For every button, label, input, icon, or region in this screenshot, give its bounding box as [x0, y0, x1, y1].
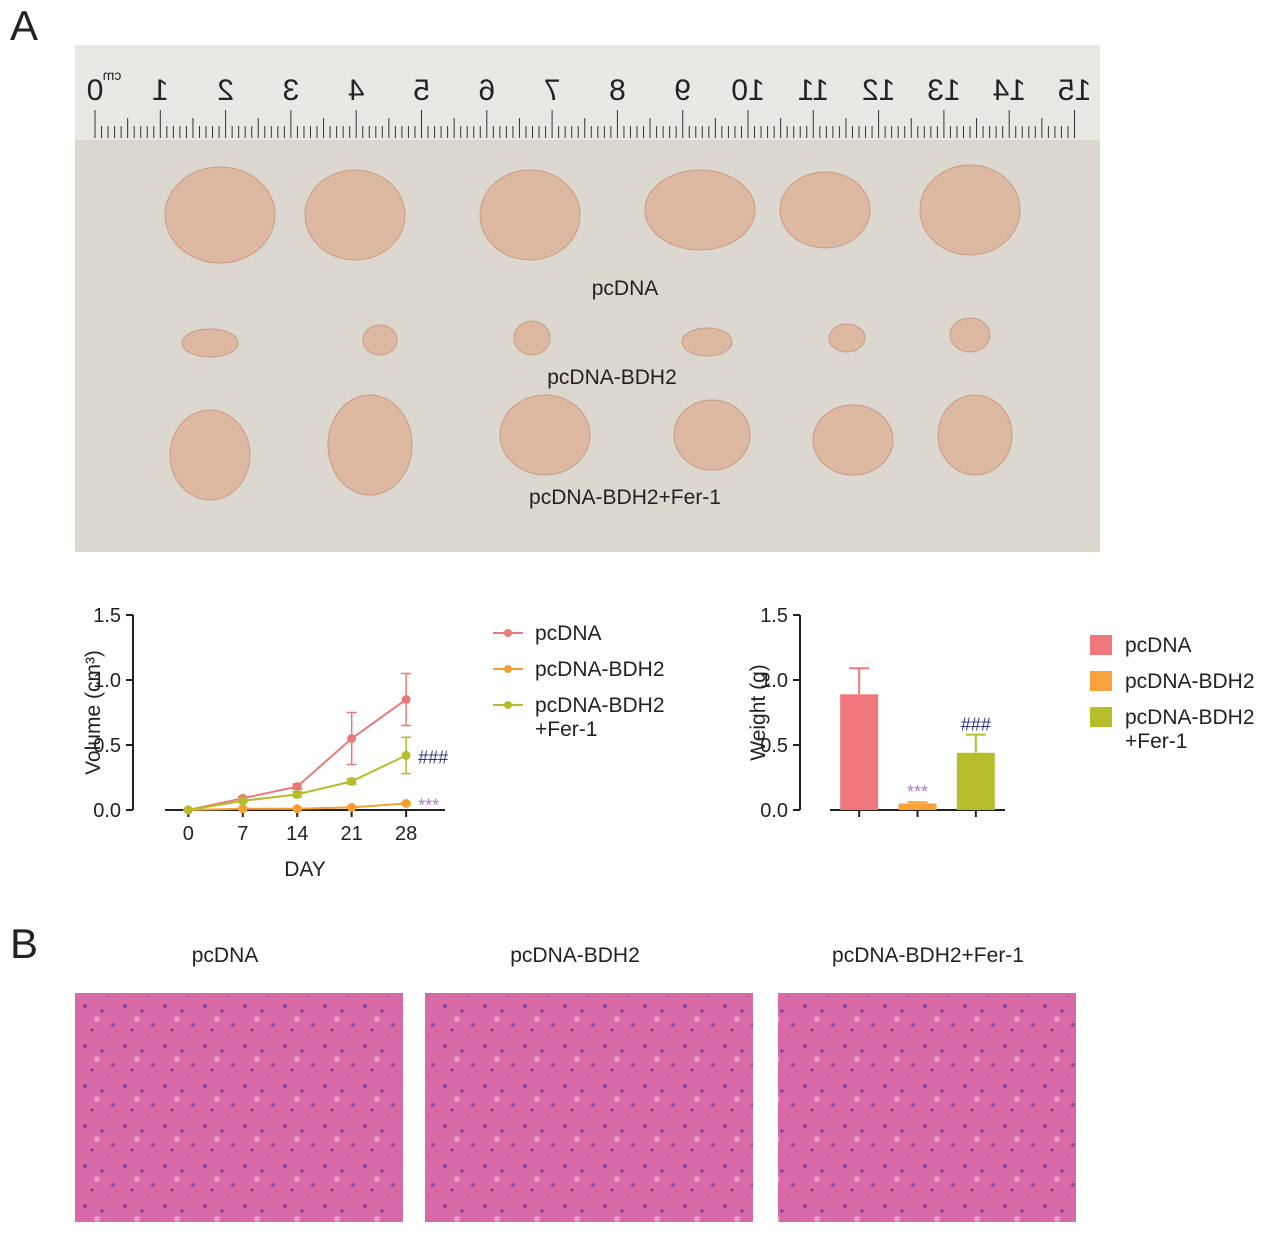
- legend-swatch: [1090, 635, 1112, 655]
- y-tick-label: 1.0: [93, 670, 121, 692]
- x-tick-label: 7: [237, 823, 248, 845]
- legend-label: pcDNA: [1125, 634, 1192, 657]
- error-bar: [965, 733, 986, 753]
- legend-marker: [504, 701, 512, 709]
- x-tick-label: 28: [395, 823, 417, 845]
- legend-label: pcDNA-BDH2 +Fer-1: [1125, 706, 1255, 753]
- data-point: [238, 796, 248, 806]
- y-tick-label: 0.5: [93, 735, 121, 757]
- data-point: [347, 776, 357, 786]
- legend-swatch: [1090, 707, 1112, 727]
- ruler-label: 10: [731, 74, 764, 107]
- photo-label: pcDNA-BDH2+Fer-1: [529, 486, 721, 509]
- photo-label: pcDNA-BDH2: [547, 366, 677, 389]
- legend-label: pcDNA: [535, 622, 602, 645]
- bar: [898, 803, 937, 810]
- histology-image: [425, 993, 753, 1222]
- ruler: [75, 45, 1100, 140]
- data-point: [401, 750, 411, 760]
- y-axis-title: Weight (g): [747, 664, 770, 760]
- photo-label: pcDNA: [592, 277, 659, 300]
- ruler-label: 2: [217, 74, 234, 107]
- data-point: [347, 802, 357, 812]
- ruler-label: 12: [862, 74, 895, 107]
- x-axis-title: DAY: [284, 858, 326, 881]
- data-point: [292, 782, 302, 792]
- ruler-label: 13: [927, 74, 960, 107]
- y-tick-label: 0.0: [93, 800, 121, 822]
- data-point: [292, 804, 302, 814]
- ruler-label: 3: [283, 74, 300, 107]
- annotation: ###: [961, 715, 991, 735]
- legend-label: pcDNA-BDH2 +Fer-1: [535, 694, 665, 741]
- annotation: ###: [418, 747, 448, 767]
- ruler-label: 14: [993, 74, 1026, 107]
- data-point: [401, 695, 411, 704]
- legend-label: pcDNA-BDH2: [1125, 670, 1255, 693]
- histology-title: pcDNA-BDH2: [510, 944, 640, 967]
- legend-marker: [504, 629, 512, 637]
- bar: [956, 752, 995, 810]
- ruler-label: 15: [1058, 74, 1091, 107]
- error-bar: [907, 801, 928, 804]
- ruler-label: 7: [544, 74, 561, 107]
- data-point: [401, 799, 411, 808]
- ruler-label: 6: [478, 74, 495, 107]
- data-point: [347, 734, 357, 743]
- data-point: [292, 789, 302, 799]
- legend-swatch: [1090, 671, 1112, 691]
- data-point: [183, 805, 193, 815]
- ruler-label: 4: [348, 74, 365, 107]
- panel-label: A: [10, 2, 38, 49]
- y-axis-title: Volume (cm³): [82, 650, 105, 775]
- error-bar: [849, 667, 870, 695]
- panel-label: B: [10, 920, 38, 967]
- legend-marker: [504, 665, 512, 673]
- ruler-label: 1: [152, 74, 169, 107]
- y-tick-label: 0.0: [760, 800, 788, 822]
- x-tick-label: 0: [183, 823, 194, 845]
- y-tick-label: 1.5: [93, 605, 121, 627]
- data-point: [238, 804, 248, 814]
- tumors: [164, 164, 1021, 501]
- y-tick-label: 0.5: [760, 735, 788, 757]
- bar: [840, 694, 879, 810]
- histology-title: pcDNA: [192, 944, 259, 967]
- histology-image: [778, 993, 1076, 1222]
- legend-label: pcDNA-BDH2: [535, 658, 665, 681]
- histology-image: [75, 993, 403, 1222]
- annotation: ***: [907, 782, 928, 802]
- ruler-label: 0: [87, 74, 104, 107]
- ruler-unit: cm: [103, 67, 122, 83]
- ruler-label: 11: [798, 74, 829, 107]
- ruler-label: 9: [674, 74, 691, 107]
- y-tick-label: 1.5: [760, 605, 788, 627]
- x-tick-label: 21: [341, 823, 363, 845]
- annotation: ***: [418, 796, 439, 816]
- x-tick-label: 14: [286, 823, 308, 845]
- ruler-label: 5: [413, 74, 430, 107]
- ruler-label: 8: [609, 74, 626, 107]
- y-tick-label: 1.0: [760, 670, 788, 692]
- histology-title: pcDNA-BDH2+Fer-1: [832, 944, 1024, 967]
